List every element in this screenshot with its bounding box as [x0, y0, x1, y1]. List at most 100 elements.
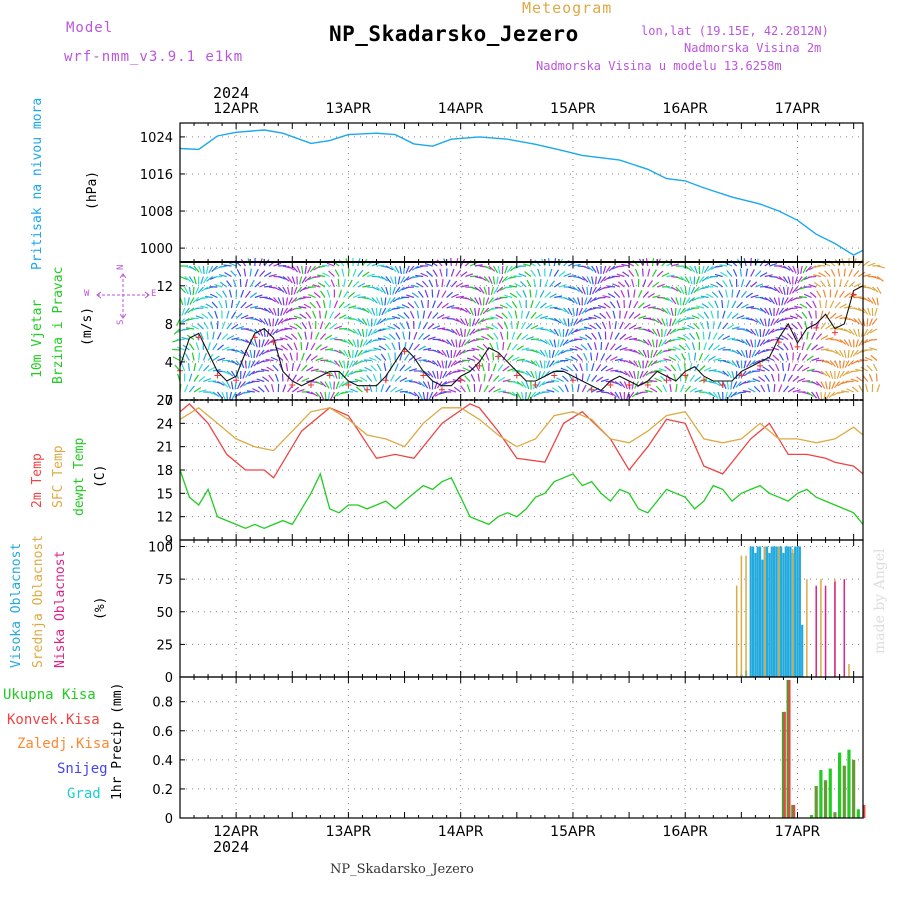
- wind-barb: [492, 352, 495, 361]
- gust-marker: [233, 377, 240, 384]
- wind-barb: [516, 391, 522, 400]
- wind-barb: [717, 370, 726, 375]
- wind-barb: [375, 307, 378, 317]
- precip-legend-graupel: Grad: [67, 786, 101, 802]
- gust-marker: [251, 334, 258, 341]
- wind-barb: [728, 279, 733, 288]
- wind-barb: [759, 328, 762, 338]
- wind-barb: [722, 335, 731, 341]
- wind-barb: [408, 354, 416, 361]
- y-tick-label: 0: [165, 671, 173, 686]
- wind-barb: [317, 274, 326, 278]
- y-tick-label: 0: [165, 812, 173, 827]
- wind-barb: [651, 328, 658, 336]
- wind-barb: [622, 271, 630, 277]
- wind-barb: [869, 338, 878, 341]
- wind-barb: [828, 391, 836, 398]
- wind-barb: [370, 328, 377, 336]
- wind-barb: [652, 294, 661, 299]
- wind-barb: [637, 289, 643, 298]
- panel-frame: [179, 122, 864, 263]
- wind-barb: [633, 313, 641, 319]
- y-tick-label: 18: [156, 464, 173, 479]
- wind-barb: [812, 274, 822, 278]
- wind-barb: [291, 265, 299, 273]
- wind-barb: [392, 296, 401, 303]
- wind-barb: [664, 365, 672, 372]
- wind-barb: [872, 275, 881, 280]
- wind-barb: [490, 316, 499, 320]
- wind-barb: [789, 286, 794, 295]
- wind-barb: [608, 320, 611, 330]
- wind-barb: [544, 349, 549, 358]
- wind-barb: [296, 265, 301, 274]
- wind-barb: [539, 302, 547, 309]
- wind-barb: [426, 391, 429, 401]
- wind-barb: [689, 387, 698, 393]
- wind-barb: [287, 265, 295, 271]
- wind-barb: [823, 391, 827, 400]
- wind-barb: [362, 271, 370, 277]
- wind-barb: [800, 265, 803, 274]
- wind-barb: [230, 300, 234, 309]
- wind-barb: [320, 345, 328, 351]
- wind-barb: [825, 337, 834, 341]
- wind-barb: [853, 270, 860, 277]
- wind-barb: [642, 339, 650, 346]
- wind-barb: [556, 377, 564, 383]
- wind-barb: [380, 384, 385, 393]
- wind-barb: [518, 300, 523, 309]
- gust-marker: [682, 372, 689, 379]
- wind-barb: [525, 391, 527, 401]
- wind-barb: [436, 370, 439, 380]
- wind-barb: [244, 360, 247, 369]
- wind-barb: [745, 339, 751, 347]
- wind-barb: [836, 391, 845, 394]
- wind-barb: [712, 320, 715, 330]
- wind-barb: [599, 312, 607, 319]
- wind-barb: [355, 359, 363, 366]
- wind-barb: [197, 286, 204, 294]
- wind-barb: [445, 370, 452, 377]
- wind-barb: [435, 279, 438, 288]
- wind-barb: [502, 378, 511, 383]
- wind-barb: [642, 328, 651, 333]
- wind-barb: [198, 389, 207, 393]
- wind-barb: [319, 381, 327, 388]
- wind-barb: [298, 296, 307, 300]
- wind-barb: [773, 286, 781, 294]
- wind-barb: [274, 318, 279, 327]
- wind-barb: [872, 363, 878, 372]
- wind-barb: [680, 384, 685, 393]
- wind-barb: [385, 286, 389, 295]
- wind-barb: [551, 387, 560, 393]
- wind-barb: [563, 318, 568, 327]
- wind-barb: [631, 391, 639, 398]
- wind-barb: [586, 276, 592, 284]
- wind-barb: [668, 356, 677, 362]
- wind-barb: [857, 318, 863, 326]
- wind-barb: [836, 370, 841, 379]
- wind-barb: [296, 363, 301, 372]
- wind-barb: [376, 264, 385, 267]
- wind-barb: [637, 360, 642, 369]
- wind-barb: [248, 370, 256, 377]
- wind-barb: [624, 279, 630, 288]
- wind-barb: [702, 331, 705, 340]
- wind-barb: [628, 360, 636, 367]
- wind-barb: [502, 365, 510, 372]
- wind-barb: [664, 339, 672, 345]
- y-tick-label: 4: [165, 356, 173, 371]
- wind-barb: [525, 370, 532, 378]
- wind-barb: [279, 337, 288, 341]
- wind-barb: [600, 365, 608, 372]
- wind-barb: [366, 273, 375, 278]
- wind-barb: [362, 385, 368, 393]
- wind-barb: [850, 370, 859, 373]
- wind-barb: [661, 296, 670, 301]
- wind-barb: [820, 322, 827, 330]
- wind-barb: [312, 310, 317, 319]
- wind-barb: [540, 315, 549, 320]
- wind-barb: [328, 270, 335, 277]
- wind-barb: [390, 386, 398, 393]
